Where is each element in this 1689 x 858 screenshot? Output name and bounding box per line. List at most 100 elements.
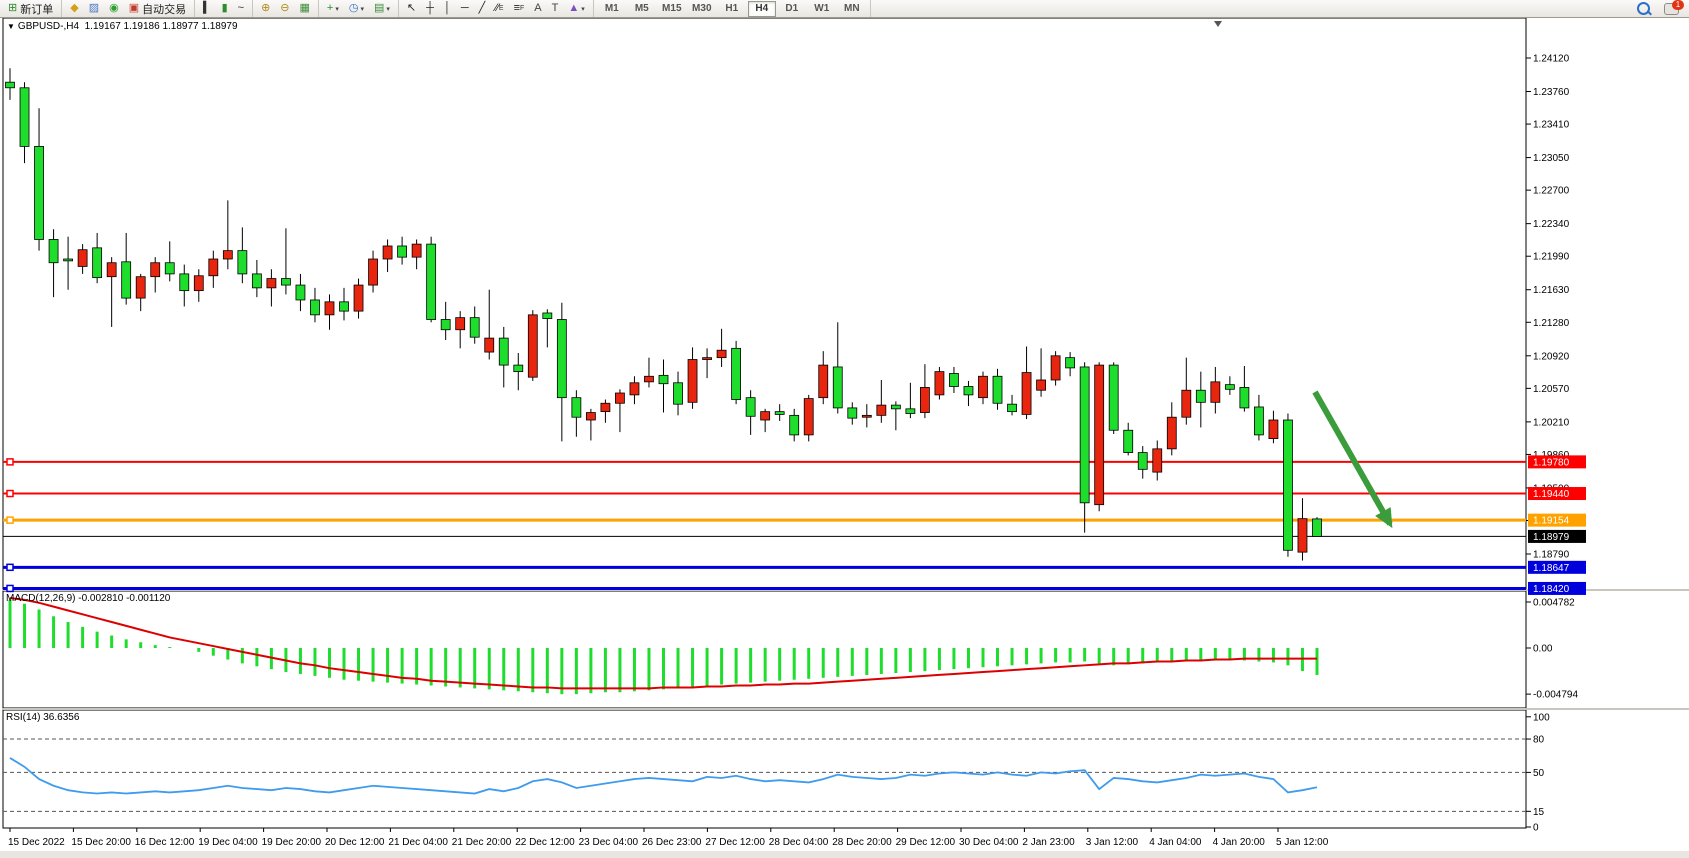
bar-chart-button[interactable]: ▍ <box>199 0 215 17</box>
price-axis-label: 1.22340 <box>1533 219 1570 230</box>
timeframe-button-m1[interactable]: M1 <box>604 2 619 14</box>
chevron-down-icon[interactable]: ▾ <box>386 5 390 13</box>
text-button[interactable]: A <box>530 0 545 17</box>
candle-body <box>1123 429 1134 453</box>
navigator-button[interactable]: ◉ <box>105 0 123 17</box>
time-axis-label: 15 Dec 20:00 <box>71 837 131 848</box>
arrows-button[interactable]: ▲ ▾ <box>564 0 588 17</box>
rsi-axis-label: 50 <box>1533 768 1545 779</box>
candle-body <box>1079 366 1090 504</box>
time-axis-label: 19 Dec 20:00 <box>262 837 322 848</box>
candle-body <box>905 408 916 414</box>
autotrade-button[interactable]: ▣ 自动交易 <box>125 0 190 17</box>
price-badge <box>1528 581 1586 595</box>
notifications-icon[interactable]: 1 <box>1664 0 1684 15</box>
candle-body <box>556 319 567 399</box>
time-axis-label: 16 Dec 12:00 <box>135 837 195 848</box>
data-window-button[interactable]: ▨ <box>85 0 103 17</box>
rsi-axis: 100 80 50 15 0 <box>1526 712 1550 834</box>
zoom-out-button[interactable]: ⊖ <box>276 0 293 17</box>
time-axis-label: 29 Dec 12:00 <box>896 837 956 848</box>
candle-body <box>702 357 712 360</box>
autotrade-label: 自动交易 <box>142 3 187 16</box>
time-axis-label: 28 Dec 20:00 <box>832 837 892 848</box>
candle-body <box>281 278 291 286</box>
candle-body <box>716 349 727 359</box>
indicators-icon: + <box>326 2 334 14</box>
candle-body <box>1181 389 1192 418</box>
time-axis-label: 21 Dec 20:00 <box>452 837 512 848</box>
price-badge <box>1528 513 1586 527</box>
line-drag-handle[interactable] <box>6 563 14 572</box>
pane-splitter-macd[interactable] <box>3 589 1689 591</box>
timeframe-button-h4[interactable]: H4 <box>747 0 776 17</box>
main-price-pane <box>2 18 1527 590</box>
chevron-down-icon[interactable]: ▾ <box>581 5 585 13</box>
candle-body <box>121 261 132 299</box>
candlestick-button[interactable]: ▮ <box>218 0 232 17</box>
price-axis-label: 1.23760 <box>1533 87 1570 98</box>
timeframe-group: M1 M5 M15 M30 H1 H4 D1 W1 MN <box>594 0 871 17</box>
navigator-icon: ◉ <box>109 2 119 14</box>
timeframe-button-m5[interactable]: M5 <box>634 2 649 14</box>
chart-shift-marker-icon[interactable] <box>1214 21 1222 27</box>
line-drag-handle[interactable] <box>6 458 14 466</box>
time-axis-label: 20 Dec 12:00 <box>325 837 385 848</box>
trendline-button[interactable]: ╱ <box>475 0 490 17</box>
candle-body <box>1239 387 1250 409</box>
candle-body <box>48 239 59 264</box>
time-axis: 15 Dec 2022 15 Dec 20:00 16 Dec 12:00 19 De… <box>3 827 1526 848</box>
indicators-button[interactable]: + ▾ <box>323 0 343 17</box>
candle-body <box>600 402 611 413</box>
rsi-axis-label: 0 <box>1533 823 1539 834</box>
line-chart-button[interactable]: ~ <box>234 0 248 17</box>
candle-body <box>295 284 306 301</box>
candle-body <box>1137 452 1148 470</box>
timeframe-button-h1[interactable]: H1 <box>725 2 739 14</box>
candle-body <box>629 382 640 396</box>
candle-body <box>1268 419 1279 440</box>
candle-body <box>34 146 44 240</box>
zoom-in-button[interactable]: ⊕ <box>257 0 274 17</box>
timeframe-button-d1[interactable]: D1 <box>785 2 799 14</box>
bar-chart-icon: ▍ <box>203 2 212 14</box>
equidistant-channel-button[interactable]: ⁄⁄ E <box>491 0 507 17</box>
cursor-icon: ↖ <box>406 2 417 14</box>
candle-body <box>1094 364 1105 506</box>
horizontal-line-button[interactable]: ─ <box>457 0 473 17</box>
price-badge-label: 1.18647 <box>1533 563 1570 574</box>
timeframe-button-m15[interactable]: M15 <box>662 2 682 14</box>
candle-body <box>1254 406 1264 436</box>
rsi-pane <box>2 709 1527 829</box>
timeframe-button-w1[interactable]: W1 <box>814 2 830 14</box>
pane-splitter-rsi[interactable] <box>3 708 1689 710</box>
candle-body <box>847 407 858 419</box>
line-drag-handle[interactable] <box>6 516 14 524</box>
new-order-button[interactable]: ⊞ 新订单 <box>4 0 57 17</box>
macd-axis-label: -0.004794 <box>1533 690 1578 701</box>
candle-body <box>324 301 335 316</box>
cursor-button[interactable]: ↖ <box>403 0 420 17</box>
search-icon[interactable] <box>1637 2 1650 15</box>
timeframe-button-m30[interactable]: M30 <box>692 2 712 14</box>
timeframe-button-mn[interactable]: MN <box>844 2 860 14</box>
crosshair-button[interactable]: ┼ <box>422 0 438 17</box>
trend-arrow-annotation[interactable] <box>1312 390 1393 529</box>
chevron-down-icon[interactable]: ▾ <box>335 5 339 13</box>
toolbar-group: ▍ ▮ ~ <box>195 0 254 17</box>
templates-button[interactable]: ▤ ▾ <box>370 0 394 17</box>
chart-canvas[interactable]: 1.24120 1.23760 1.23410 1.23050 1.22700 1.223… <box>0 18 1689 858</box>
tile-windows-button[interactable]: ▦ <box>296 0 314 17</box>
periods-button[interactable]: ◷ ▾ <box>345 0 368 17</box>
chevron-down-icon[interactable]: ▾ <box>360 5 364 13</box>
fibonacci-button[interactable]: ≡ F <box>510 0 529 17</box>
market-watch-button[interactable]: ◆ <box>66 0 82 17</box>
candle-body <box>135 276 146 299</box>
line-drag-handle[interactable] <box>6 584 14 593</box>
notification-badge: 1 <box>1672 0 1684 10</box>
line-drag-handle[interactable] <box>6 489 14 498</box>
candle-body <box>222 250 233 260</box>
price-badge <box>1528 560 1586 574</box>
text-label-button[interactable]: T <box>548 0 563 17</box>
vertical-line-button[interactable]: │ <box>440 0 455 17</box>
